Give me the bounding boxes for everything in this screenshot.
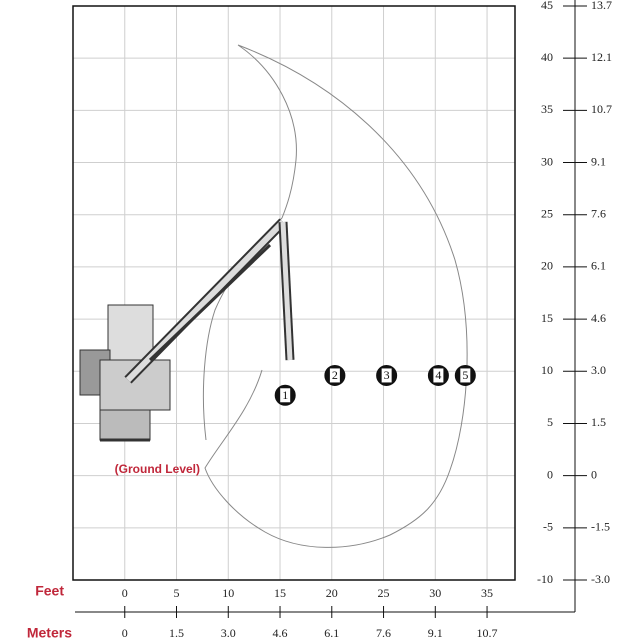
x-tick-label: 25 [378,586,390,600]
y-tick-label-meters: 4.6 [591,311,606,325]
cylinder [148,243,272,362]
y-tick-label-meters: 10.7 [591,102,612,116]
crane [79,218,295,442]
y-tick-label-meters: 12.1 [591,50,612,64]
x-tick-label-meters: 6.1 [324,626,339,640]
y-tick-label: 30 [541,154,553,168]
y-tick-label: 20 [541,259,553,273]
y-tick-label: 0 [547,467,553,481]
position-label: 5 [462,368,468,382]
y-tick-label-meters: 1.5 [591,415,606,429]
position-box [433,368,444,383]
position-label: 3 [384,368,390,382]
y-tick-label-meters: 7.6 [591,206,606,220]
y-tick-label: 15 [541,311,553,325]
x-tick-label-meters: 9.1 [428,626,443,640]
y-tick-label: 35 [541,102,553,116]
position-label: 4 [435,368,441,382]
ground-label: (Ground Level) [115,462,200,476]
position-box [329,368,340,383]
y-tick-label-meters: 6.1 [591,259,606,273]
x-tick-label-meters: 10.7 [477,626,498,640]
x-tick-label: 35 [481,586,493,600]
y-tick-label: 40 [541,50,553,64]
pedestal [99,407,151,441]
working-envelope [202,44,468,548]
meters-label: Meters [27,625,72,641]
position-label: 2 [332,368,338,382]
y-tick-label: -5 [543,520,553,534]
x-tick-label: 20 [326,586,338,600]
grid [73,5,515,581]
feet-label: Feet [35,583,64,599]
y-tick-label: 10 [541,363,553,377]
y-tick-label-meters: 13.7 [591,0,612,12]
x-tick-label: 10 [222,586,234,600]
position-label: 1 [282,388,288,402]
x-tick-label-meters: 7.6 [376,626,391,640]
x-tick-label: 0 [122,586,128,600]
jib-fill [280,221,293,361]
y-tick-label: 45 [541,0,553,12]
x-tick-label-meters: 1.5 [169,626,184,640]
y-tick-label: 25 [541,206,553,220]
x-tick-label-meters: 4.6 [273,626,288,640]
y-tick-label-meters: 0 [591,467,597,481]
y-tick-label-meters: -1.5 [591,520,610,534]
position-box [280,388,291,403]
x-tick-label: 15 [274,586,286,600]
y-tick-label-meters: -3.0 [591,572,610,586]
x-tick-label: 30 [429,586,441,600]
position-box [381,368,392,383]
plot-frame [72,5,516,581]
x-tick-label-meters: 3.0 [221,626,236,640]
y-tick-label: 5 [547,415,553,429]
y-tick-label-meters: 3.0 [591,363,606,377]
x-tick-label-meters: 0 [122,626,128,640]
main-boom-fill [125,219,286,383]
position-box [460,368,471,383]
y-tick-label-meters: 9.1 [591,154,606,168]
y-tick-label: -10 [537,572,553,586]
x-tick-label: 5 [174,586,180,600]
